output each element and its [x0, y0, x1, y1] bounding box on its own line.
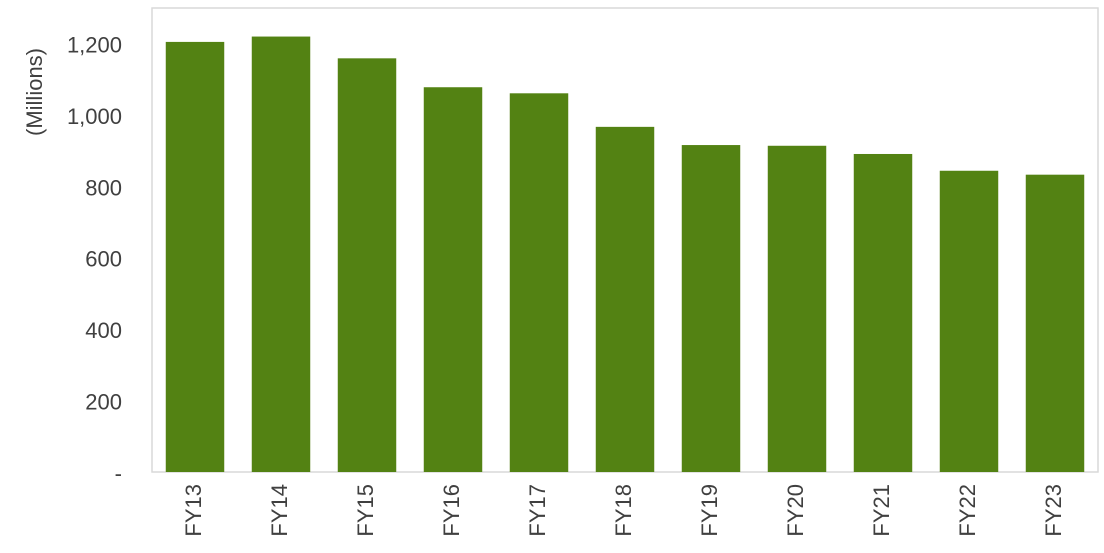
bar — [767, 145, 827, 472]
bar — [595, 126, 655, 473]
x-tick-label: FY21 — [869, 484, 894, 537]
bar — [1025, 174, 1085, 472]
x-tick-label: FY18 — [611, 484, 636, 537]
y-tick-label: - — [115, 461, 122, 486]
bar — [853, 153, 913, 472]
bar — [939, 170, 999, 472]
x-tick-label: FY20 — [783, 484, 808, 537]
x-tick-label: FY13 — [181, 484, 206, 537]
x-tick-label: FY15 — [353, 484, 378, 537]
y-tick-label: 200 — [85, 389, 122, 414]
x-tick-label: FY23 — [1041, 484, 1066, 537]
y-tick-label: 600 — [85, 247, 122, 272]
bar — [681, 145, 741, 472]
x-tick-label: FY17 — [525, 484, 550, 537]
bar — [423, 87, 483, 472]
x-tick-label: FY19 — [697, 484, 722, 537]
bar — [337, 58, 397, 473]
bar — [165, 41, 225, 473]
y-axis-label: (Millions) — [22, 48, 47, 136]
y-tick-label: 1,000 — [67, 104, 122, 129]
x-tick-label: FY16 — [439, 484, 464, 537]
x-tick-label: FY22 — [955, 484, 980, 537]
bar — [251, 36, 311, 473]
x-tick-label: FY14 — [267, 484, 292, 537]
bar — [509, 93, 569, 472]
y-tick-label: 400 — [85, 318, 122, 343]
y-tick-label: 1,200 — [67, 33, 122, 58]
y-tick-label: 800 — [85, 175, 122, 200]
